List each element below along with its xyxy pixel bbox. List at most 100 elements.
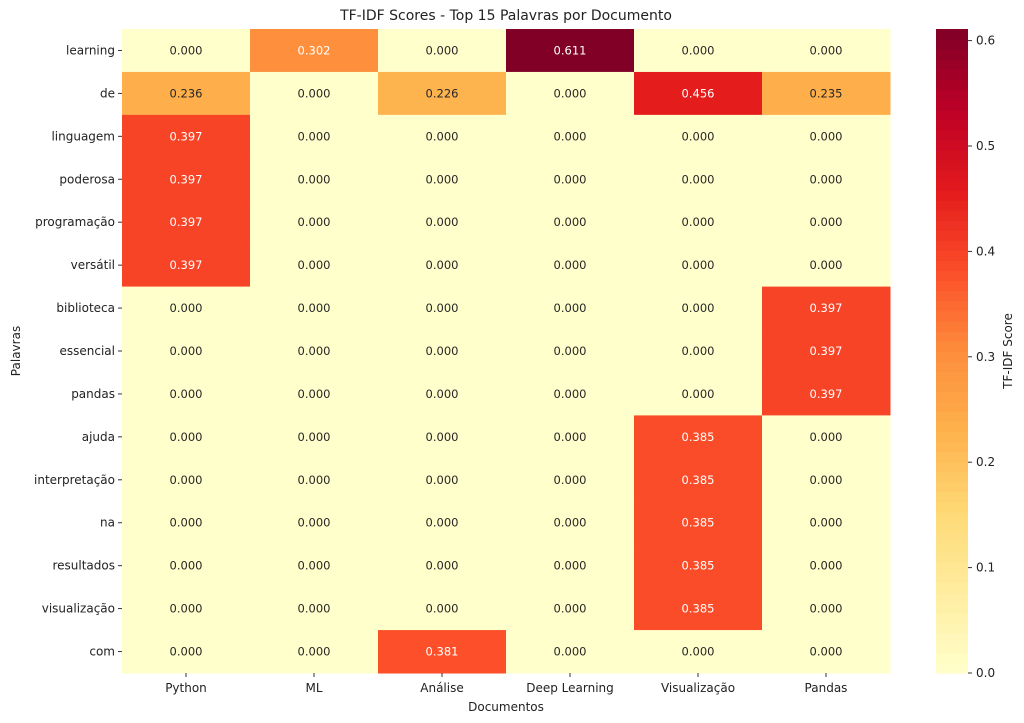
colorbar-segment <box>936 491 968 503</box>
colorbar: 0.0 0.1 0.2 0.3 0.4 0.5 0.6 <box>936 29 995 680</box>
cell-value-label: 0.226 <box>426 86 459 100</box>
y-tick-label: de <box>100 86 115 100</box>
cell-value-label: 0.302 <box>298 43 331 57</box>
cell-value-label: 0.000 <box>298 301 331 315</box>
colorbar-segment <box>936 562 968 573</box>
cell-value-label: 0.000 <box>298 602 331 616</box>
heatmap-cell <box>506 587 635 631</box>
cell-value-label: 0.000 <box>170 43 203 57</box>
cell-value-label: 0.000 <box>554 301 587 315</box>
colorbar-segment <box>936 119 968 131</box>
colorbar-segment <box>936 481 968 493</box>
cell-value-label: 0.000 <box>554 645 587 659</box>
colorbar-segment <box>936 582 968 594</box>
x-tick-label: Python <box>165 681 207 695</box>
cell-value-label: 0.000 <box>682 258 715 272</box>
cell-value-label: 0.611 <box>554 43 587 57</box>
colorbar-segment <box>936 340 968 352</box>
y-tick-label: na <box>100 516 115 530</box>
cell-value-label: 0.000 <box>170 602 203 616</box>
heatmap-cell <box>378 415 507 459</box>
colorbar-segment <box>936 421 968 433</box>
heatmap-cell <box>378 501 507 545</box>
colorbar-segment <box>936 330 968 342</box>
heatmap-cell <box>634 200 763 245</box>
cell-value-label: 0.000 <box>554 129 587 143</box>
heatmap-cell <box>762 458 891 502</box>
colorbar-segment <box>936 39 968 50</box>
heatmap-cell <box>762 587 891 631</box>
colorbar-segment <box>936 29 968 40</box>
heatmap-cell <box>506 372 635 416</box>
heatmap-cell <box>250 286 379 331</box>
heatmap-cell <box>378 587 507 631</box>
cell-value-label: 0.000 <box>426 430 459 444</box>
cell-value-label: 0.000 <box>426 129 459 143</box>
cell-value-label: 0.385 <box>682 516 715 530</box>
colorbar-tick-label: 0.2 <box>976 455 995 469</box>
heatmap-cell <box>250 243 379 288</box>
cell-value-label: 0.000 <box>810 645 843 659</box>
y-tick-label: linguagem <box>51 129 115 143</box>
heatmap-cell <box>378 157 507 202</box>
heatmap-cell <box>634 329 763 373</box>
heatmap-cell <box>250 200 379 245</box>
colorbar-segment <box>936 69 968 80</box>
cell-value-label: 0.000 <box>170 645 203 659</box>
colorbar-segment <box>936 542 968 553</box>
heatmap-cell <box>506 286 635 331</box>
colorbar-segment <box>936 139 968 151</box>
colorbar-segment <box>936 320 968 332</box>
colorbar-segment <box>936 662 968 674</box>
cell-value-label: 0.000 <box>426 43 459 57</box>
colorbar-segment <box>936 280 968 292</box>
y-tick-label: poderosa <box>59 172 115 186</box>
heatmap-cell <box>506 200 635 245</box>
heatmap-cells: 0.000 0.302 0.000 0.611 0.000 0.000 0.236 0.000… <box>122 29 891 674</box>
cell-value-label: 0.000 <box>682 172 715 186</box>
cell-value-label: 0.397 <box>170 258 203 272</box>
heatmap-cell <box>122 71 251 116</box>
cell-value-label: 0.000 <box>810 129 843 143</box>
cell-value-label: 0.000 <box>554 172 587 186</box>
cell-value-label: 0.000 <box>554 473 587 487</box>
heatmap-cell <box>122 415 251 459</box>
colorbar-segment <box>936 300 968 312</box>
heatmap-cell <box>378 329 507 373</box>
cell-value-label: 0.397 <box>170 215 203 229</box>
heatmap-cell <box>250 544 379 588</box>
cell-value-label: 0.000 <box>554 559 587 573</box>
heatmap-cell <box>762 29 891 73</box>
cell-value-label: 0.000 <box>426 516 459 530</box>
cell-value-label: 0.000 <box>170 430 203 444</box>
heatmap-cell <box>634 243 763 288</box>
heatmap-cell <box>506 415 635 459</box>
colorbar-segment <box>936 371 968 382</box>
cell-value-label: 0.000 <box>298 516 331 530</box>
heatmap-cell <box>250 114 379 159</box>
heatmap-cell <box>634 29 763 73</box>
colorbar-segment <box>936 612 968 624</box>
cell-value-label: 0.000 <box>170 387 203 401</box>
y-tick-label: biblioteca <box>56 301 115 315</box>
colorbar-segment <box>936 501 968 513</box>
cell-value-label: 0.000 <box>426 258 459 272</box>
heatmap-cell <box>634 286 763 331</box>
heatmap-cell <box>378 29 507 73</box>
heatmap-cell <box>506 157 635 202</box>
colorbar-segment <box>936 179 968 191</box>
heatmap-cell <box>506 71 635 116</box>
x-tick-label: Pandas <box>805 681 848 695</box>
cell-value-label: 0.000 <box>426 387 459 401</box>
heatmap-cell <box>762 544 891 588</box>
colorbar-segment <box>936 512 968 523</box>
colorbar-segment <box>936 532 968 543</box>
heatmap-cell <box>762 114 891 159</box>
colorbar-segment <box>936 250 968 262</box>
cell-value-label: 0.000 <box>298 258 331 272</box>
cell-value-label: 0.000 <box>810 516 843 530</box>
colorbar-tick-label: 0.1 <box>976 561 995 575</box>
heatmap-cell <box>250 329 379 373</box>
cell-value-label: 0.000 <box>682 645 715 659</box>
cell-value-label: 0.000 <box>426 344 459 358</box>
